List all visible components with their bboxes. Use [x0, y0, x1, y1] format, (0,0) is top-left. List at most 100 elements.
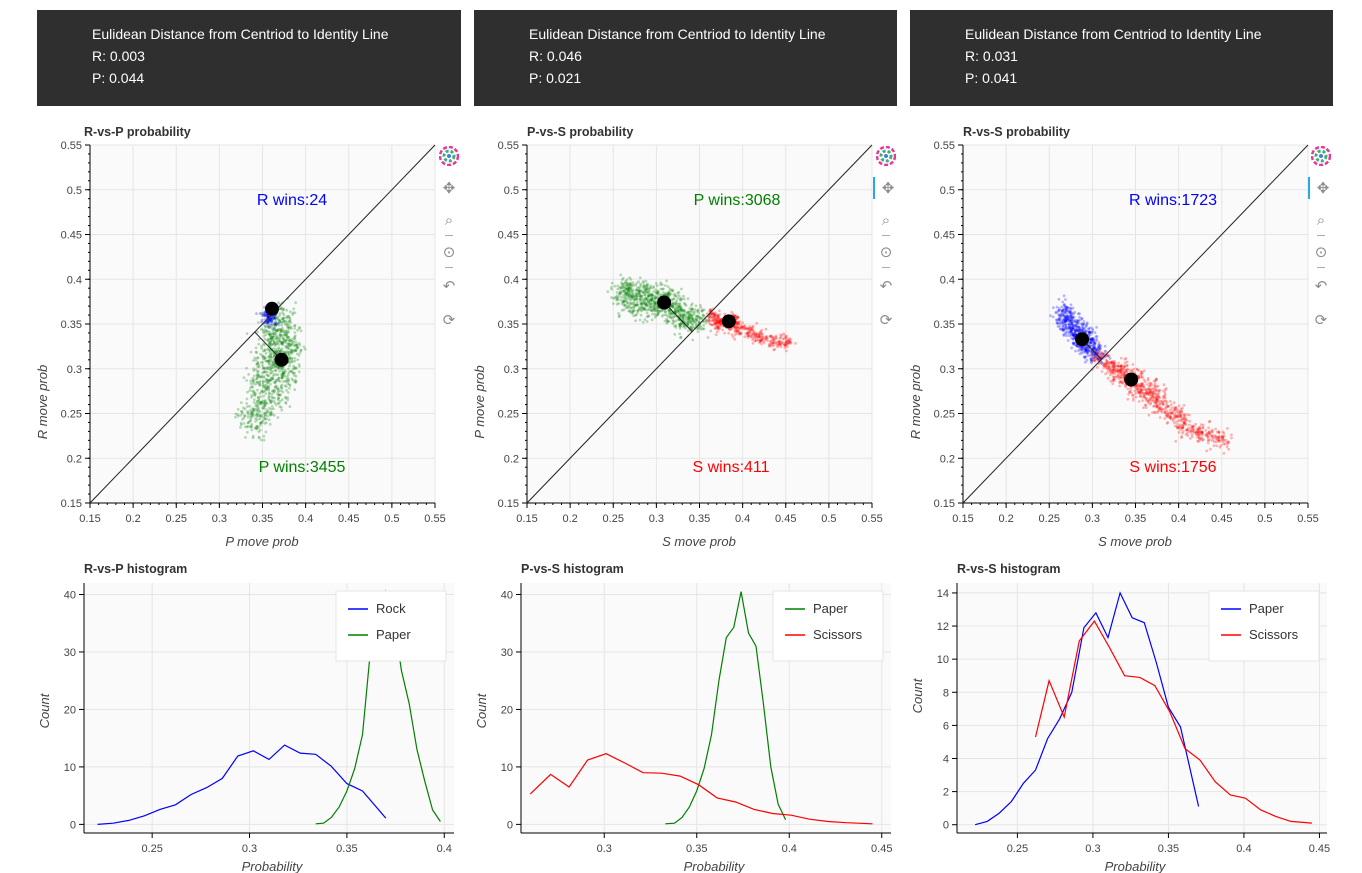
refresh-icon[interactable]: ⟳ [879, 311, 893, 329]
scatter-point [738, 327, 742, 331]
scatter-point [1092, 358, 1096, 362]
scatter-point [272, 315, 275, 319]
y-tick-label: 0.55 [934, 140, 955, 152]
pan-icon[interactable]: ✥ [873, 177, 901, 199]
scatter-point [1157, 391, 1161, 394]
box-zoom-icon[interactable]: ⌕ [444, 211, 454, 229]
scatter-plot-3[interactable]: 0.150.150.20.20.250.250.30.30.350.350.40… [903, 118, 1323, 558]
scatter-point [1197, 436, 1201, 440]
scatter-point [1148, 391, 1151, 395]
pan-icon[interactable]: ✥ [1308, 177, 1336, 199]
box-zoom-icon[interactable]: ⌕ [1316, 211, 1326, 229]
scatter-point [701, 327, 705, 331]
scatter-point [1179, 410, 1182, 414]
scatter-point [687, 315, 691, 319]
scatter-point [1192, 424, 1196, 428]
scatter-point [650, 297, 653, 301]
scatter-point [271, 343, 275, 346]
scatter-point [1201, 431, 1205, 435]
scatter-point [632, 296, 635, 300]
scatter-point [717, 316, 720, 319]
scatter-point [251, 436, 255, 440]
scatter-point [1136, 368, 1139, 371]
scatter-point [642, 307, 646, 311]
scatter-point [1107, 364, 1111, 368]
scatter-point [263, 367, 267, 371]
scatter-point [299, 329, 303, 333]
scatter-point [714, 321, 717, 325]
scatter-point [631, 303, 634, 306]
scatter-point [1151, 387, 1155, 390]
scatter-point [1112, 379, 1116, 383]
scatter-point [715, 319, 719, 323]
scatter-point [618, 291, 622, 295]
scatter-point [1119, 364, 1122, 368]
scatter-point [246, 413, 250, 416]
scatter-point [1165, 413, 1169, 417]
scatter-point [246, 421, 250, 424]
scatter-point [263, 411, 267, 415]
x-tick-label: 0.3 [597, 843, 612, 855]
scatter-point [266, 381, 270, 385]
scatter-point [264, 379, 267, 383]
scatter-point [265, 417, 268, 421]
scatter-point [621, 285, 625, 289]
scatter-point [695, 309, 699, 313]
scatter-point [1094, 342, 1097, 345]
y-axis-label: Count [474, 692, 489, 728]
scatter-point [289, 369, 293, 373]
scatter-point [272, 317, 276, 321]
refresh-icon[interactable]: ⟳ [442, 311, 456, 329]
scatter-point [280, 340, 284, 344]
scatter-point [265, 322, 269, 325]
scatter-point [1059, 313, 1063, 316]
scatter-point [272, 334, 276, 338]
scatter-point [711, 323, 714, 327]
scatter-point [1072, 334, 1075, 338]
refresh-icon[interactable]: ⟳ [1314, 311, 1328, 329]
scatter-point [1069, 329, 1073, 333]
bokeh-logo-icon[interactable] [436, 145, 462, 167]
scatter-point [1096, 356, 1099, 360]
scatter-point [786, 338, 790, 342]
scatter-point [267, 380, 270, 384]
scatter-point [1218, 440, 1221, 443]
scatter-plot-1[interactable]: 0.150.150.20.20.250.250.30.30.350.350.40… [30, 118, 450, 558]
scatter-point [653, 301, 657, 305]
box-zoom-icon[interactable]: ⌕ [881, 211, 891, 229]
scatter-point [676, 309, 680, 313]
scatter-point [1080, 348, 1084, 351]
scatter-point [679, 305, 682, 309]
scatter-plot-2[interactable]: 0.150.150.20.20.250.250.30.30.350.350.40… [467, 118, 887, 558]
scatter-point [1165, 415, 1169, 418]
reset-icon[interactable]: ↶ [442, 277, 456, 295]
wheel-zoom-icon[interactable]: ⊙ [879, 243, 893, 261]
histogram-3[interactable]: 0.25 0.3 0.35 0.4 0.4502468101214PaperScisso… [903, 558, 1333, 873]
bokeh-logo-icon[interactable] [1308, 145, 1334, 167]
wheel-zoom-icon[interactable]: ⊙ [1314, 243, 1328, 261]
wheel-zoom-icon[interactable]: ⊙ [442, 243, 456, 261]
reset-icon[interactable]: ↶ [1314, 277, 1328, 295]
scatter-point [655, 284, 659, 288]
scatter-point [255, 363, 259, 366]
scatter-point [245, 379, 249, 382]
scatter-point [273, 316, 277, 319]
bokeh-logo-icon[interactable] [873, 145, 899, 167]
pan-icon[interactable]: ✥ [442, 179, 456, 197]
scatter-point [653, 302, 657, 305]
scatter-point [1071, 337, 1075, 341]
scatter-point [293, 380, 297, 384]
scatter-point [663, 310, 667, 314]
reset-icon[interactable]: ↶ [879, 277, 893, 295]
scatter-point [1196, 428, 1200, 432]
scatter-point [1123, 365, 1126, 369]
scatter-point [716, 316, 720, 320]
scatter-point [280, 342, 284, 345]
scatter-point [280, 320, 283, 324]
scatter-point [273, 396, 276, 400]
scatter-point [1206, 432, 1210, 436]
y-tick-label: 4 [943, 753, 949, 765]
